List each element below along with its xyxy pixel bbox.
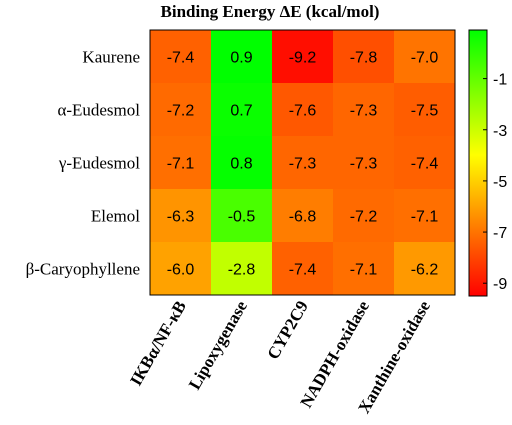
colorbar: -1 -3 -5 -7 -9 bbox=[468, 29, 507, 297]
heatmap-cell bbox=[272, 83, 334, 137]
heatmap-cell bbox=[211, 189, 273, 243]
heatmap-cell bbox=[333, 189, 395, 243]
cell-value-label: 0.8 bbox=[230, 156, 252, 173]
heatmap-cell bbox=[333, 242, 395, 296]
column-label: CYP2C9 bbox=[263, 298, 312, 363]
cell-value-label: -6.8 bbox=[289, 209, 317, 226]
row-label: β-Caryophyllene bbox=[26, 260, 140, 279]
cell-value-label: -0.5 bbox=[228, 209, 256, 226]
cell-value-label: 0.9 bbox=[230, 50, 252, 67]
heatmap-cell bbox=[394, 242, 456, 296]
cell-value-label: -7.3 bbox=[289, 156, 317, 173]
colorbar-tick-label: -9 bbox=[493, 276, 507, 293]
row-label: Kaurene bbox=[82, 48, 140, 67]
cell-value-label: -7.1 bbox=[167, 156, 195, 173]
cell-value-label: -7.3 bbox=[350, 103, 378, 120]
cell-value-label: -7.4 bbox=[289, 262, 317, 279]
column-label: Lipoxygenase bbox=[185, 297, 251, 393]
heatmap-cell bbox=[394, 189, 456, 243]
colorbar-tick-label: -3 bbox=[493, 123, 507, 140]
cell-value-label: -7.1 bbox=[411, 209, 439, 226]
cell-value-label: -6.0 bbox=[167, 262, 195, 279]
cell-value-label: -6.2 bbox=[411, 262, 439, 279]
heatmap-cell bbox=[333, 83, 395, 137]
cell-value-label: -7.2 bbox=[167, 103, 195, 120]
row-label: α-Eudesmol bbox=[57, 101, 140, 120]
row-label: Elemol bbox=[91, 207, 140, 226]
colorbar-tick-label: -7 bbox=[493, 225, 507, 242]
heatmap-cell bbox=[211, 242, 273, 296]
heatmap-cell bbox=[150, 136, 212, 190]
heatmap-cell bbox=[272, 189, 334, 243]
heatmap-cell bbox=[211, 136, 273, 190]
cell-value-label: -6.3 bbox=[167, 209, 195, 226]
cell-value-label: -7.0 bbox=[411, 50, 439, 67]
cell-value-label: -7.4 bbox=[167, 50, 195, 67]
heatmap-cell bbox=[150, 83, 212, 137]
row-labels: Kaurene α-Eudesmol γ-Eudesmol Elemol β-Caryo… bbox=[26, 48, 141, 279]
column-label: IKBα/NF-κB bbox=[126, 298, 190, 389]
cell-value-label: -7.8 bbox=[350, 50, 378, 67]
heatmap-cell bbox=[150, 30, 212, 84]
cell-value-label: -9.2 bbox=[289, 50, 317, 67]
cell-value-label: -7.3 bbox=[350, 156, 378, 173]
cell-value-label: 0.7 bbox=[230, 103, 252, 120]
cell-value-label: -7.1 bbox=[350, 262, 378, 279]
heatmap-cell bbox=[272, 136, 334, 190]
heatmap-cell bbox=[394, 83, 456, 137]
colorbar-tick-label: -5 bbox=[493, 174, 507, 191]
heatmap-cell bbox=[333, 30, 395, 84]
heatmap-cell bbox=[333, 136, 395, 190]
cell-value-label: -7.2 bbox=[350, 209, 378, 226]
colorbar-tick-label: -1 bbox=[493, 72, 507, 89]
heatmap-cell bbox=[394, 30, 456, 84]
heatmap-cell bbox=[150, 189, 212, 243]
heatmap-cell bbox=[150, 242, 212, 296]
heatmap-cell bbox=[211, 83, 273, 137]
heatmap-cell bbox=[211, 30, 273, 84]
cell-value-label: -7.5 bbox=[411, 103, 439, 120]
heatmap-cell bbox=[394, 136, 456, 190]
heatmap-cell bbox=[272, 30, 334, 84]
colorbar-gradient bbox=[468, 29, 488, 297]
chart-title: Binding Energy ΔE (kcal/mol) bbox=[161, 2, 380, 21]
heatmap-cell bbox=[272, 242, 334, 296]
heatmap-frame bbox=[149, 29, 456, 296]
cell-value-label: -2.8 bbox=[228, 262, 256, 279]
row-label: γ-Eudesmol bbox=[58, 154, 140, 173]
cell-value-label: -7.4 bbox=[411, 156, 439, 173]
cell-value-label: -7.6 bbox=[289, 103, 317, 120]
heatmap-cells: -7.4 0.9 -9.2 -7.8 -7.0 -7.2 0.7 -7.6 -7.3 -7.5 -7… bbox=[149, 29, 456, 296]
